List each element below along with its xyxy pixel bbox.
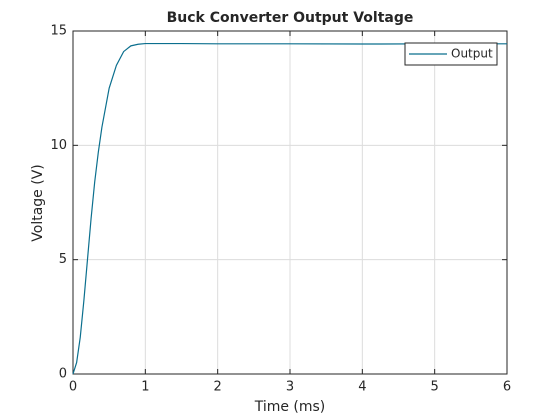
legend-box [404, 42, 498, 66]
chart-title: Buck Converter Output Voltage [167, 10, 414, 26]
x-tick-label: 0 [69, 380, 77, 395]
x-axis-label: Time (ms) [254, 399, 326, 415]
y-axis-label: Voltage (V) [30, 164, 46, 241]
x-tick-label: 3 [286, 380, 294, 395]
y-tick-label: 15 [50, 24, 67, 39]
y-tick-label: 5 [59, 252, 67, 267]
y-tick-label: 10 [50, 138, 67, 153]
x-tick-label: 2 [214, 380, 222, 395]
x-tick-label: 5 [431, 380, 439, 395]
legend: Output [404, 42, 498, 66]
axes-box [72, 30, 508, 375]
x-tick-label: 4 [358, 380, 366, 395]
y-tick-label: 0 [59, 367, 67, 382]
x-tick-label: 1 [141, 380, 149, 395]
legend-label: Output [451, 47, 493, 61]
x-tick-label: 6 [503, 380, 511, 395]
data-line [72, 42, 507, 375]
